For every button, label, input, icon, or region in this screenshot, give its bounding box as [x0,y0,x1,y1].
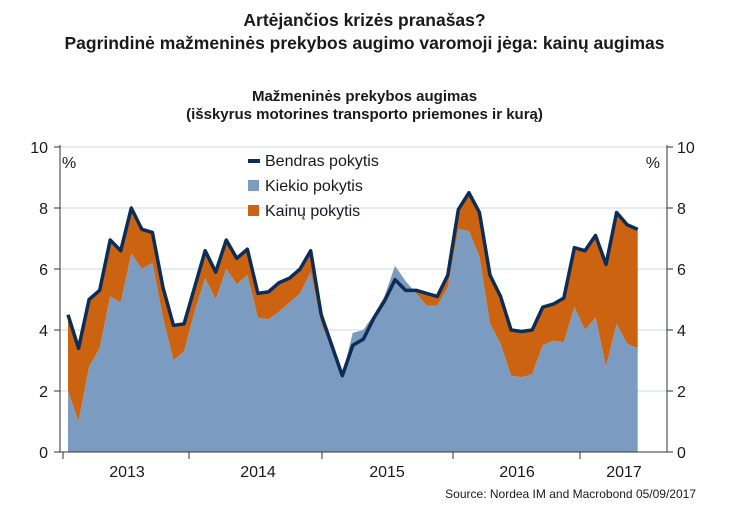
legend-swatch-kiekio [248,180,259,191]
area-layer [68,192,638,452]
y-tick-label-left: 4 [39,323,48,340]
y-tick-label-left: 0 [39,445,48,462]
x-tick-label: 2014 [240,464,276,481]
axes: 0 0 2 2 4 4 6 6 8 8 10 10% % 2013 2014 2015 2016 2017 [30,140,695,481]
x-tick-label: 2016 [499,464,535,481]
y-tick-label-left: 2 [39,384,48,401]
area-kiekio-pokytis [68,229,638,452]
main-title: Artėjančios krizės pranašas? [243,10,486,30]
y-tick-label-right: 0 [677,445,686,462]
x-tick-label: 2013 [109,464,145,481]
line-layer [66,191,639,378]
y-unit-left: % [62,155,76,172]
y-tick-label-left: 6 [39,262,48,279]
legend-label: Bendras pokytis [265,153,379,170]
chart-title: Mažmeninės prekybos augimas [251,88,478,105]
x-tick-label: 2015 [369,464,405,481]
legend-swatch-kainu [248,205,259,216]
y-unit-right: % [646,155,660,172]
y-tick-label-right: 2 [677,384,686,401]
y-tick-label-left: 10 [30,140,48,157]
y-tick-label-right: 10 [677,140,695,157]
x-tick-label: 2017 [606,464,642,481]
y-tick-label-right: 8 [677,201,686,218]
source-note: Source: Nordea IM and Macrobond 05/09/20… [445,487,696,501]
main-subtitle: Pagrindinė mažmeninės prekybos augimo va… [64,33,665,53]
y-tick-label-right: 4 [677,323,686,340]
y-tick-label-right: 6 [677,262,686,279]
y-tick-label-left: 8 [39,201,48,218]
legend: Bendras pokytis Kiekio pokytis Kainų pokyt… [248,153,379,220]
line-bendras-pokytis [66,191,639,378]
chart-subtitle: (išskyrus motorines transporto priemones… [186,106,543,123]
legend-label: Kiekio pokytis [265,178,363,195]
legend-label: Kainų pokytis [265,203,360,220]
